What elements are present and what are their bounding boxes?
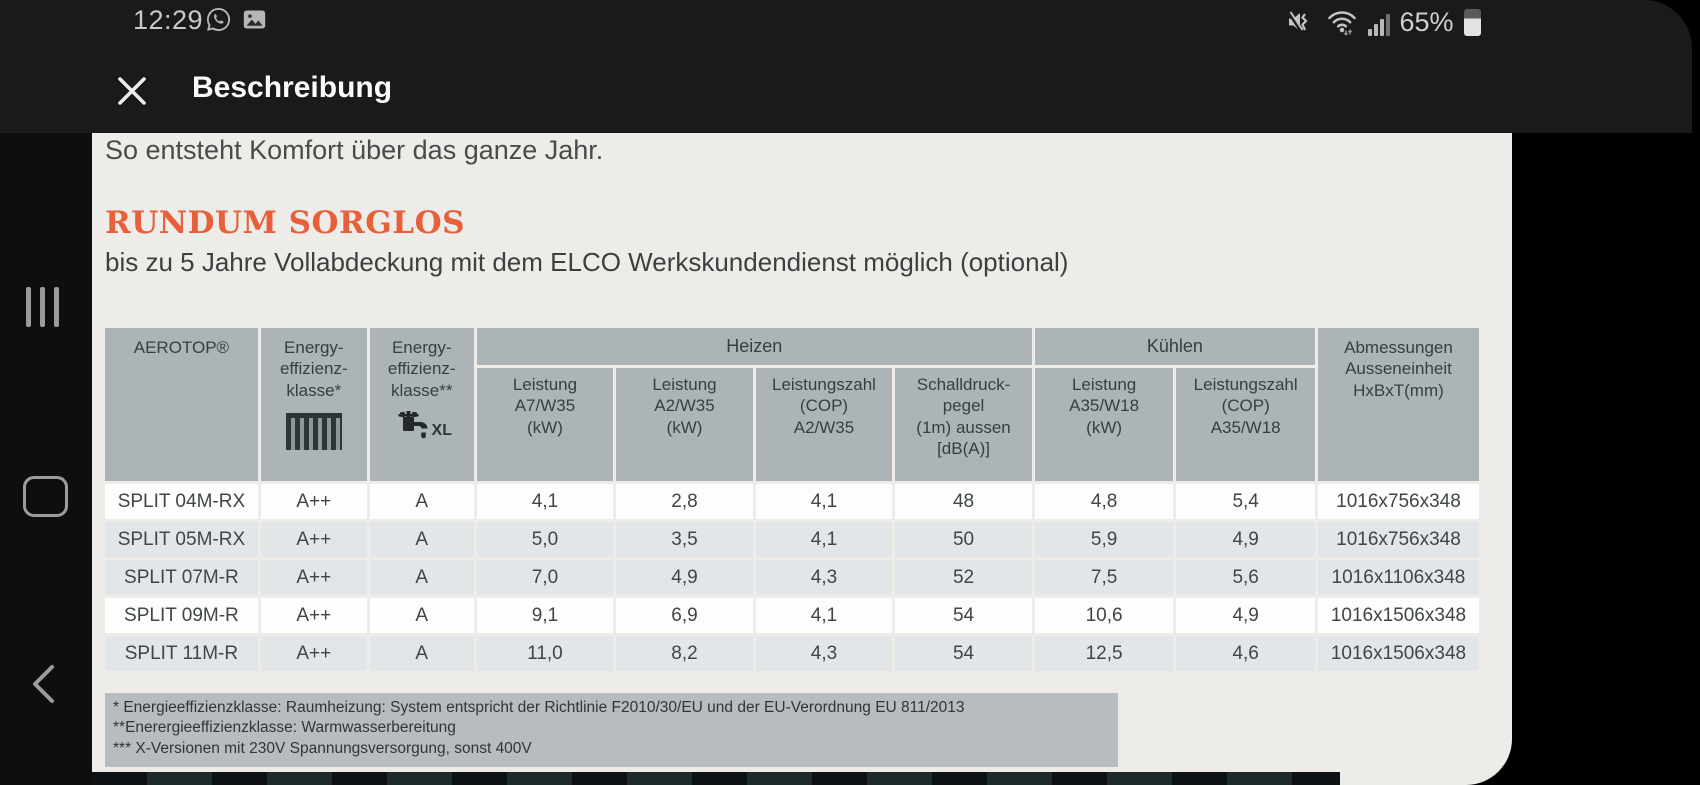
table-row: SPLIT 11M-R A++ A 11,0 8,2 4,3 54 12,5 4… (105, 636, 1479, 671)
section-heading: RUNDUM SORGLOS (105, 205, 465, 241)
cell-model: SPLIT 09M-R (105, 598, 258, 633)
footnote-line: *** X-Versionen mit 230V Spannungsversor… (113, 739, 532, 757)
intro-text: So entsteht Komfort über das ganze Jahr. (105, 135, 604, 165)
group-header-kuehlen: Kühlen (1034, 328, 1315, 365)
recents-button[interactable] (26, 287, 59, 327)
section-subheading: bis zu 5 Jahre Vollabdeckung mit dem ELC… (105, 247, 1069, 277)
cell-model: SPLIT 04M-RX (105, 484, 258, 519)
mute-vibrate-icon (1286, 8, 1316, 36)
group-header-heizen: Heizen (476, 328, 1032, 365)
cell-model: SPLIT 05M-RX (105, 522, 258, 557)
next-page-peek (92, 772, 1340, 785)
faucet-icon (392, 410, 430, 441)
col-header-model: AEROTOP® (105, 328, 258, 481)
status-icons: 65% (1286, 4, 1481, 40)
table-row: SPLIT 05M-RX A++ A 5,0 3,5 4,1 50 5,9 4,… (105, 522, 1479, 557)
col-header-energy-water: Energy- effizienz- klasse** (369, 328, 474, 481)
col-header-leistung-a2w35: Leistung A2/W35 (kW) (616, 368, 753, 481)
col-header-leistung-a35w18: Leistung A35/W18 (kW) (1034, 368, 1174, 481)
app-chrome: 12:29 (0, 0, 1692, 133)
cell-model: SPLIT 11M-R (105, 636, 258, 671)
document-viewer[interactable]: So entsteht Komfort über das ganze Jahr.… (92, 133, 1512, 785)
radiator-icon (285, 412, 342, 450)
close-button[interactable] (113, 72, 151, 110)
xl-label: XL (431, 421, 452, 439)
col-header-leistung-a7w35: Leistung A7/W35 (kW) (476, 368, 614, 481)
col-header-energy-heating: Energy- effizienz- klasse* (260, 328, 367, 481)
signal-strength-icon (1368, 8, 1390, 36)
col-header-dimensions: Abmessungen Ausseneinheit HxBxT(mm) (1317, 328, 1479, 481)
page-title: Beschreibung (192, 71, 393, 104)
table-row: SPLIT 04M-RX A++ A 4,1 2,8 4,1 48 4,8 5,… (105, 484, 1479, 519)
col-header-schalldruckpegel: Schalldruck- pegel (1m) aussen [dB(A)] (895, 368, 1032, 481)
col-header-cop-a2w35: Leistungszahl (COP) A2/W35 (755, 368, 893, 481)
notification-icons (205, 6, 268, 33)
whatsapp-icon (205, 6, 232, 33)
col-header-cop-a35w18: Leistungszahl (COP) A35/W18 (1176, 368, 1315, 481)
battery-percent: 65% (1399, 6, 1454, 37)
android-navbar (0, 133, 92, 785)
table-row: SPLIT 07M-R A++ A 7,0 4,9 4,3 52 7,5 5,6… (105, 560, 1479, 595)
table-row: SPLIT 09M-R A++ A 9,1 6,9 4,1 54 10,6 4,… (105, 598, 1479, 633)
battery-icon (1463, 8, 1481, 36)
home-button[interactable] (23, 476, 68, 517)
spec-table: AEROTOP® Energy- effizienz- klasse* Ener… (102, 325, 1482, 674)
footnotes-block: * Energieeffizienzklasse: Raumheizung: S… (105, 693, 1118, 768)
footnote-line: * Energieeffizienzklasse: Raumheizung: S… (113, 699, 965, 716)
cell-model: SPLIT 07M-R (105, 560, 258, 595)
gallery-icon (241, 6, 268, 33)
footnote-line: **Enerergieeffizienzklasse: Warmwasserbe… (113, 719, 456, 737)
clock: 12:29 (133, 5, 204, 35)
wifi-icon (1326, 8, 1358, 36)
back-button[interactable] (30, 663, 56, 705)
